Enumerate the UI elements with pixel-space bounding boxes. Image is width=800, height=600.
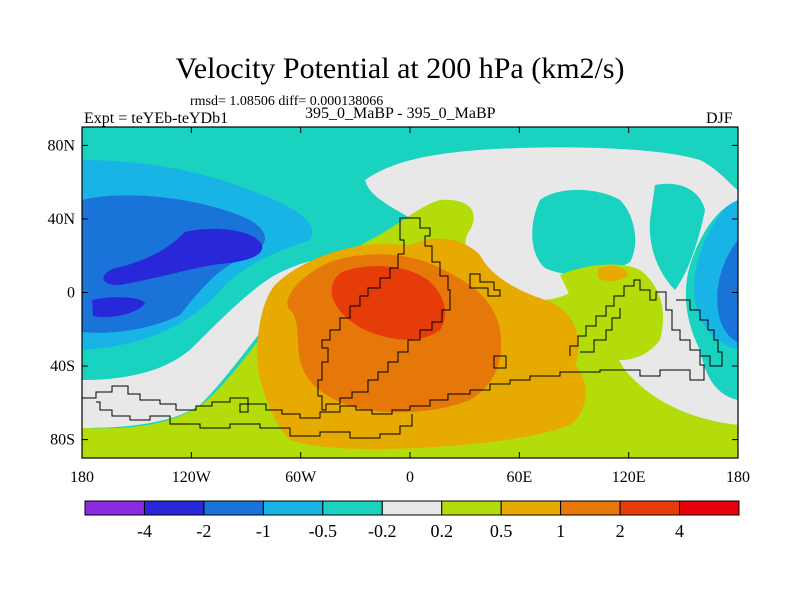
season-label: DJF	[706, 110, 733, 127]
x-tick-label: 0	[406, 469, 414, 486]
colorbar-label: -0.2	[368, 521, 397, 541]
colorbar-label: 1	[556, 521, 565, 541]
region-neg-mid-east	[717, 240, 738, 342]
y-axis: 80N 40N 0 40S 80S	[47, 137, 738, 449]
outline-southern-inner	[96, 401, 413, 439]
region-moderate-positive-east	[598, 266, 628, 282]
colorbar-label: -2	[196, 521, 211, 541]
colorbar-swatch	[143, 500, 205, 516]
stats-text: rmsd= 1.08506 diff= 0.000138066	[190, 94, 384, 109]
region-neg-core-w	[92, 297, 145, 318]
x-tick-label: 120W	[172, 469, 212, 486]
region-max-positive	[331, 266, 445, 340]
y-tick-label: 80S	[50, 432, 75, 449]
colorbar: -4 -2 -1 -0.5 -0.2 0.2 0.5 1 2 4	[84, 500, 740, 541]
chart-title: Velocity Potential at 200 hPa (km2/s)	[175, 52, 625, 85]
colorbar-swatch	[322, 500, 383, 516]
x-tick-label: 60W	[285, 469, 317, 486]
outline-southern-continent	[82, 369, 700, 419]
x-axis: 180 120W 60W 0 60E 120E 180	[70, 127, 750, 486]
y-tick-label: 40S	[50, 358, 75, 375]
continent-outlines	[82, 217, 723, 439]
x-tick-label: 60E	[506, 469, 532, 486]
colorbar-label: -4	[137, 521, 152, 541]
colorbar-swatch	[619, 500, 681, 516]
colorbar-swatch	[84, 500, 145, 516]
x-tick-label: 180	[726, 469, 750, 486]
y-tick-label: 80N	[47, 137, 75, 154]
outline-east-inner	[580, 308, 621, 353]
colorbar-label: -0.5	[309, 521, 338, 541]
x-tick-label: 180	[70, 469, 94, 486]
colorbar-label: 0.5	[490, 521, 513, 541]
map-field	[82, 127, 738, 458]
colorbar-swatch	[203, 500, 264, 516]
outline-east-continent	[569, 279, 705, 381]
outline-island-mid	[493, 355, 507, 369]
y-tick-label: 0	[67, 285, 75, 302]
outline-east-far	[676, 299, 723, 367]
colorbar-swatch	[679, 500, 740, 516]
colorbar-label: 2	[616, 521, 625, 541]
outline-central-continent	[317, 217, 451, 411]
colorbar-swatch	[560, 500, 621, 516]
y-tick-label: 40N	[47, 211, 75, 228]
region-neg-core-nw	[103, 228, 263, 286]
colorbar-swatch	[262, 500, 324, 516]
colorbar-label: -1	[256, 521, 271, 541]
colorbar-label: 0.2	[430, 521, 453, 541]
outline-island-west	[239, 403, 249, 413]
outline-island-small	[469, 273, 501, 297]
colorbar-swatch	[441, 500, 502, 516]
x-tick-label: 120E	[612, 469, 646, 486]
colorbar-label: 4	[675, 521, 684, 541]
region-teal-pocket-east	[649, 183, 705, 290]
colorbar-swatch	[381, 500, 443, 516]
region-teal-pocket	[532, 189, 636, 275]
experiment-label: Expt = teYEb-teYDb1	[84, 110, 229, 127]
region-weak-positive-east	[560, 264, 664, 360]
colorbar-swatch	[500, 500, 562, 516]
period-label: 395_0_MaBP - 395_0_MaBP	[305, 105, 496, 122]
